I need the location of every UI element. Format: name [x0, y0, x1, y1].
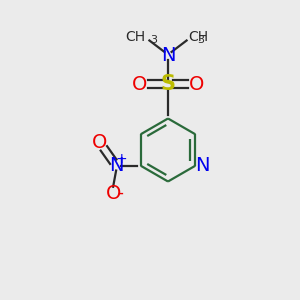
Text: 3: 3	[197, 35, 204, 45]
Text: N: N	[161, 46, 175, 65]
Text: +: +	[116, 152, 127, 166]
Text: O: O	[188, 74, 204, 94]
Text: N: N	[109, 156, 123, 175]
Text: S: S	[160, 74, 175, 94]
Text: 3: 3	[151, 35, 158, 45]
Text: CH: CH	[125, 30, 145, 44]
Text: CH: CH	[188, 30, 208, 44]
Text: O: O	[92, 134, 107, 152]
Text: N: N	[195, 156, 209, 175]
Text: O: O	[105, 184, 121, 203]
Text: -: -	[117, 184, 123, 202]
Text: O: O	[132, 74, 148, 94]
